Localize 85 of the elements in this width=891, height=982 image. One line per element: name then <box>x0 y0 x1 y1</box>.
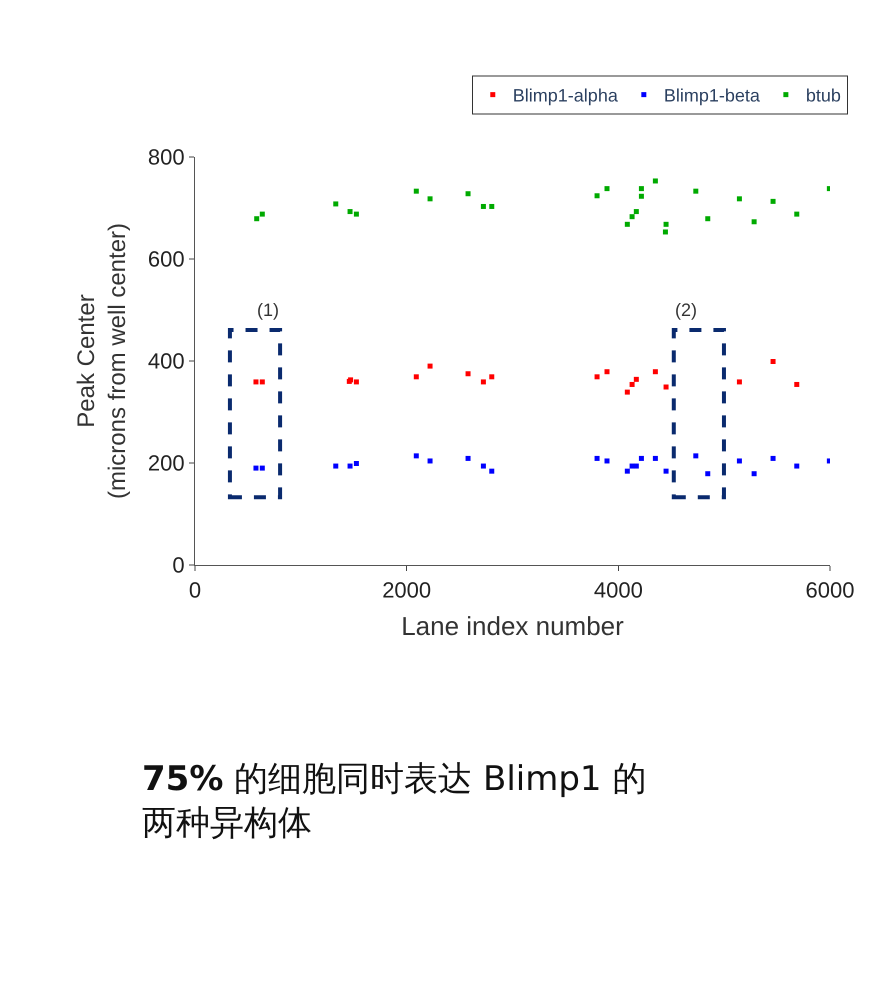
point <box>594 456 600 461</box>
point <box>348 464 353 469</box>
point <box>770 359 776 364</box>
point <box>624 468 630 474</box>
point <box>489 374 494 380</box>
point <box>664 468 669 474</box>
point <box>489 204 494 209</box>
point <box>664 222 669 227</box>
point <box>652 369 658 374</box>
legend-label: Blimp1-beta <box>664 86 761 106</box>
point <box>662 229 668 234</box>
point <box>594 193 600 198</box>
point <box>354 212 359 217</box>
point <box>333 464 338 469</box>
point <box>414 453 419 458</box>
point <box>480 204 486 209</box>
point <box>260 379 265 384</box>
point <box>254 216 260 222</box>
x-axis-title: Lane index number <box>401 611 624 642</box>
point <box>260 466 265 471</box>
point <box>466 191 471 196</box>
point <box>480 464 486 469</box>
point <box>634 376 639 382</box>
point <box>634 209 639 214</box>
point <box>630 382 635 387</box>
point <box>652 456 658 461</box>
point <box>604 186 610 192</box>
point <box>624 222 630 227</box>
point <box>634 464 639 469</box>
point <box>480 379 486 384</box>
point <box>260 212 265 217</box>
x-tick-label: 0 <box>188 577 202 602</box>
y-tick-label: 0 <box>172 552 185 578</box>
point <box>752 219 757 224</box>
point <box>414 374 419 380</box>
y-tick-label: 600 <box>148 246 185 272</box>
point <box>770 456 776 461</box>
point <box>652 178 658 184</box>
point <box>638 186 644 192</box>
point <box>752 471 757 476</box>
point <box>630 214 635 220</box>
point <box>736 458 742 464</box>
point <box>693 188 698 194</box>
point <box>794 382 800 387</box>
point <box>638 456 644 461</box>
text: 75% 的细胞同时表达 Blimp1 的两种异构体 <box>142 759 646 844</box>
point <box>624 390 630 395</box>
point <box>428 364 433 369</box>
point <box>794 212 800 217</box>
y-axis-title: Peak Center (microns from well center) <box>72 222 131 500</box>
point <box>705 216 710 222</box>
point <box>630 464 635 469</box>
legend-label: btub <box>806 86 841 106</box>
point <box>489 468 494 474</box>
y-tick-label: 800 <box>148 144 185 170</box>
point <box>604 458 610 464</box>
point <box>664 384 669 390</box>
point <box>466 456 471 461</box>
annotation: (2) <box>675 300 697 320</box>
point <box>354 461 359 466</box>
annotation: (1) <box>257 300 279 320</box>
point <box>466 371 471 376</box>
point <box>428 458 433 464</box>
point <box>638 194 644 199</box>
point <box>348 209 353 214</box>
x-tick-label: 4000 <box>594 577 643 602</box>
point <box>705 471 710 476</box>
point <box>794 464 800 469</box>
x-tick-label: 2000 <box>382 577 432 602</box>
point <box>604 369 610 374</box>
x-tick-label: 6000 <box>806 577 854 602</box>
point <box>693 453 698 458</box>
legend-label: Blimp1-alpha <box>512 86 619 106</box>
point <box>333 201 338 206</box>
point <box>354 379 359 384</box>
point <box>594 374 600 380</box>
point <box>414 188 419 194</box>
y-tick-label: 200 <box>148 450 185 476</box>
point <box>770 198 776 204</box>
point <box>428 196 433 202</box>
point <box>253 466 258 471</box>
point <box>736 196 742 202</box>
y-tick-label: 400 <box>148 348 185 374</box>
point <box>253 379 258 384</box>
point <box>736 379 742 384</box>
